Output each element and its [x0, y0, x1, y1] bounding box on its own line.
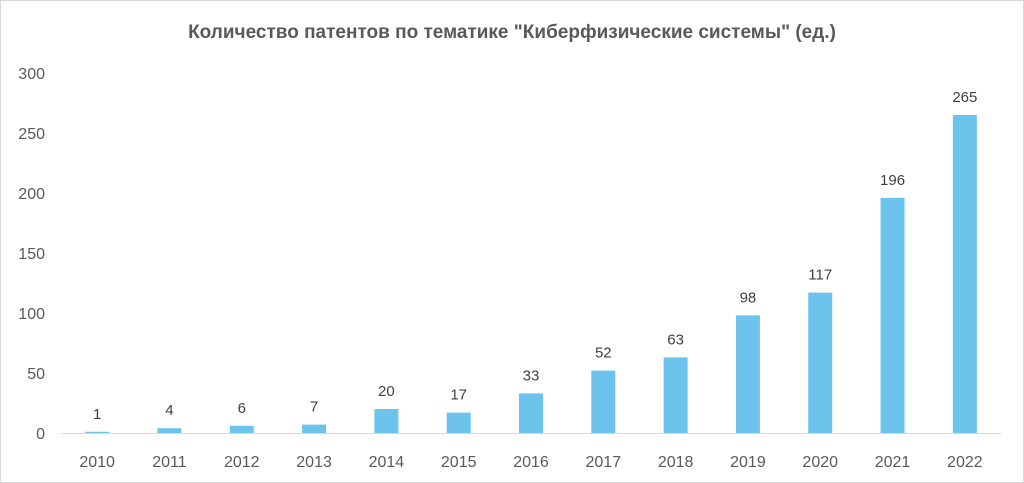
data-label-2016: 33: [523, 367, 540, 384]
x-tick-label-2021: 2021: [875, 454, 911, 471]
bar-2010: [85, 431, 110, 433]
bar-2014: [374, 409, 399, 433]
bar-2013: [302, 424, 327, 433]
x-tick-label-2022: 2022: [947, 454, 983, 471]
data-label-2017: 52: [595, 345, 612, 362]
x-tick-label-2014: 2014: [369, 454, 405, 471]
y-tick-label: 200: [18, 186, 45, 203]
bar-2022: [952, 115, 977, 433]
x-tick-label-2019: 2019: [730, 454, 766, 471]
data-label-2020: 117: [808, 267, 832, 284]
x-tick-label-2020: 2020: [802, 454, 838, 471]
data-label-2021: 196: [880, 172, 905, 189]
bar-2016: [519, 393, 543, 433]
data-label-2013: 7: [310, 399, 318, 416]
bar-2020: [808, 292, 833, 433]
y-tick-label: 250: [18, 126, 45, 143]
x-tick-label-2016: 2016: [513, 454, 549, 471]
data-label-2010: 1: [93, 406, 101, 423]
bar-series: [85, 115, 977, 433]
data-label-2018: 63: [667, 331, 684, 348]
bar-2012: [229, 425, 254, 433]
bar-2015: [446, 412, 471, 433]
y-tick-label: 300: [18, 66, 45, 83]
y-axis: 0 50 100 150 200 250 300: [18, 66, 45, 443]
bar-2017: [591, 370, 616, 433]
bar-2018: [663, 357, 688, 433]
bar-2011: [157, 428, 182, 433]
data-label-2015: 17: [450, 387, 467, 404]
data-label-2012: 6: [238, 400, 246, 417]
data-label-2011: 4: [165, 402, 173, 419]
bar-2021: [880, 197, 905, 433]
y-tick-label: 50: [27, 366, 45, 383]
x-tick-label-2011: 2011: [152, 454, 187, 471]
y-tick-label: 150: [18, 246, 45, 263]
x-tick-label-2012: 2012: [224, 454, 260, 471]
y-tick-label: 0: [36, 426, 45, 443]
x-tick-label-2018: 2018: [658, 454, 694, 471]
data-label-2014: 20: [378, 383, 395, 400]
x-tick-label-2015: 2015: [441, 454, 477, 471]
data-label-2019: 98: [740, 289, 757, 306]
y-tick-label: 100: [18, 306, 45, 323]
x-tick-label-2017: 2017: [586, 454, 622, 471]
x-tick-label-2010: 2010: [79, 454, 115, 471]
data-label-2022: 265: [952, 89, 977, 106]
bar-2019: [735, 315, 760, 433]
data-labels: 1 4 6 7 20 17 33 52 63 98 117 196 265: [93, 89, 977, 423]
chart-title: Количество патентов по тематике "Киберфи…: [188, 22, 836, 43]
x-axis: 2010 2011 2012 2013 2014 2015 2016 2017 2018 2019…: [79, 454, 982, 471]
x-tick-label-2013: 2013: [296, 454, 332, 471]
